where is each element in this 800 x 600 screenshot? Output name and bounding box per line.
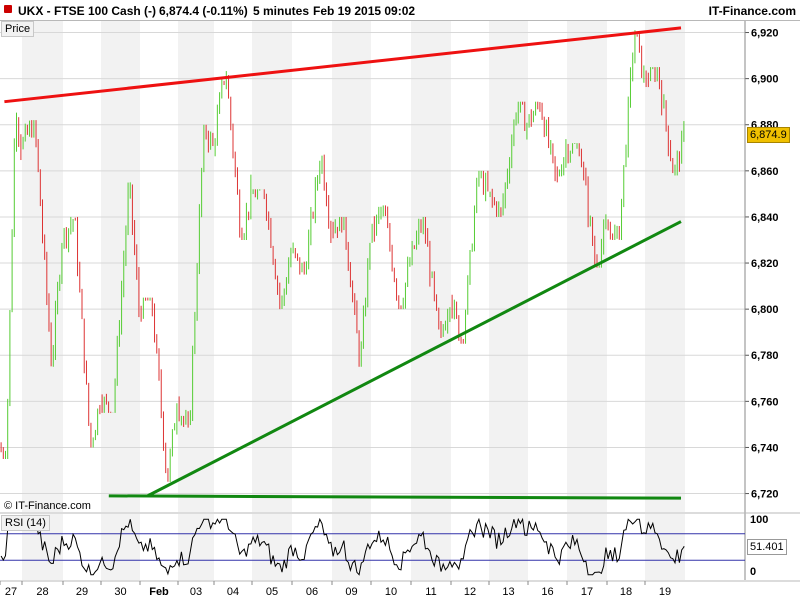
x-tick-label: 18 (620, 586, 632, 598)
y-tick-label: 6,840 (751, 212, 779, 224)
x-tick-label: 30 (114, 586, 126, 598)
rsi-day-shade (645, 514, 685, 580)
quote-value: 6,874.4 (-0.11%) (159, 4, 248, 18)
day-shade (252, 21, 292, 512)
y-tick-label: 6,800 (751, 304, 779, 316)
x-tick-label: 04 (227, 586, 239, 598)
day-shade (645, 21, 685, 512)
x-tick-label: 12 (464, 586, 476, 598)
rsi-day-shade (101, 514, 140, 580)
x-tick-label: 10 (385, 586, 397, 598)
rsi-day-shade (411, 514, 451, 580)
trendline-resistance (4, 26, 682, 104)
interval-label: 5 minutes (253, 4, 310, 18)
rsi-day-shade (252, 514, 292, 580)
x-tick-label: 17 (581, 586, 593, 598)
instrument-name: UKX - FTSE 100 Cash (-) (18, 4, 157, 18)
brand-label: IT-Finance.com (708, 4, 796, 18)
y-tick-label: 6,860 (751, 166, 779, 178)
rsi-day-shade (178, 514, 214, 580)
x-tick-label: 19 (659, 586, 671, 598)
rsi-panel-label: RSI (14) (1, 515, 50, 531)
instrument-flag-icon (4, 5, 12, 13)
x-tick-label: 05 (266, 586, 278, 598)
price-panel-label: Price (1, 21, 35, 37)
last-price-marker: 6,874.9 (747, 127, 790, 143)
y-tick-label: 6,720 (751, 489, 779, 501)
trendline-rising-support (146, 220, 682, 498)
x-tick-label: 16 (541, 586, 553, 598)
x-tick-label: 06 (306, 586, 318, 598)
y-tick-label: 6,740 (751, 442, 779, 454)
day-shade (101, 21, 140, 512)
y-tick-label: 6,760 (751, 396, 779, 408)
y-tick-label: 6,820 (751, 258, 779, 270)
x-tick-label: 09 (345, 586, 357, 598)
x-tick-label: Feb (149, 586, 169, 598)
trendline-horizontal-support (108, 494, 682, 500)
day-shade (178, 21, 214, 512)
y-tick-label: 6,780 (751, 350, 779, 362)
x-tick-label: 03 (190, 586, 202, 598)
rsi-line (0, 517, 685, 576)
copyright-text: © IT-Finance.com (4, 500, 91, 512)
day-shade (567, 21, 607, 512)
datetime-label: Feb 19 2015 09:02 (313, 4, 416, 18)
day-shade (332, 21, 371, 512)
x-tick-label: 13 (502, 586, 514, 598)
rsi-day-shade (489, 514, 528, 580)
x-tick-label: 28 (36, 586, 48, 598)
rsi-value-marker: 51.401 (747, 539, 787, 555)
chart-header: UKX - FTSE 100 Cash (-) 6,874.4 (-0.11%)… (0, 0, 800, 21)
rsi-tick-0: 0 (750, 566, 757, 578)
day-shade (22, 21, 63, 512)
rsi-day-shade (332, 514, 371, 580)
x-tick-label: 29 (76, 586, 88, 598)
day-shade (489, 21, 528, 512)
y-tick-label: 6,900 (751, 74, 779, 86)
x-tick-label: 27 (5, 586, 17, 598)
day-shade (411, 21, 451, 512)
rsi-tick-100: 100 (750, 514, 769, 526)
x-tick-label: 11 (425, 586, 436, 598)
y-tick-label: 6,920 (751, 28, 779, 40)
